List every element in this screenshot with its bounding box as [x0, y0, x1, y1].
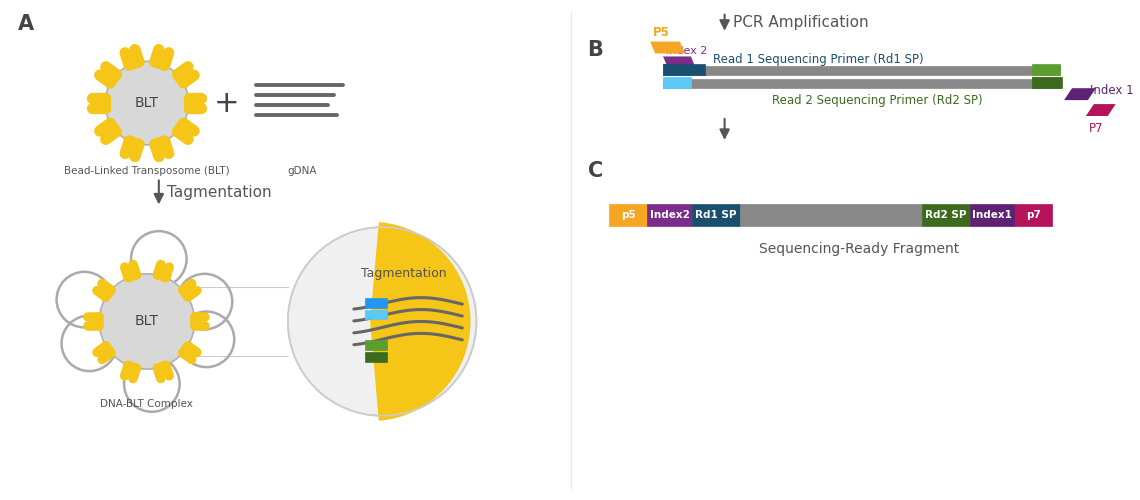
Text: Read 2 Sequencing Primer (Rd2 SP): Read 2 Sequencing Primer (Rd2 SP)	[772, 94, 983, 106]
Polygon shape	[650, 42, 685, 54]
Wedge shape	[370, 223, 470, 420]
Bar	[1015, 204, 1052, 226]
Bar	[365, 352, 386, 362]
Bar	[648, 204, 692, 226]
Text: PCR Amplification: PCR Amplification	[733, 15, 869, 30]
Circle shape	[288, 227, 477, 416]
Bar	[922, 204, 970, 226]
Bar	[365, 298, 386, 308]
Text: Index 2: Index 2	[666, 46, 708, 56]
Text: Read 1 Sequencing Primer (Rd1 SP): Read 1 Sequencing Primer (Rd1 SP)	[712, 53, 923, 66]
Polygon shape	[1064, 88, 1096, 100]
Bar	[1033, 78, 1060, 88]
Text: Rd2 SP: Rd2 SP	[926, 210, 967, 220]
Bar	[692, 204, 740, 226]
Text: A: A	[18, 14, 34, 34]
Text: DNA-BLT Complex: DNA-BLT Complex	[100, 399, 194, 409]
Text: p7: p7	[1026, 210, 1041, 220]
Text: Tagmentation: Tagmentation	[166, 185, 271, 200]
Text: Index1: Index1	[972, 210, 1012, 220]
Text: BLT: BLT	[135, 96, 158, 110]
Bar	[663, 80, 1060, 88]
Bar	[970, 204, 1015, 226]
Bar	[740, 204, 922, 226]
Text: Rd1 SP: Rd1 SP	[695, 210, 736, 220]
Bar	[1033, 64, 1060, 76]
Text: Tagmentation: Tagmentation	[361, 268, 447, 280]
Text: Sequencing-Ready Fragment: Sequencing-Ready Fragment	[759, 242, 960, 256]
Text: Index 1: Index 1	[1090, 84, 1133, 96]
Text: B: B	[587, 40, 603, 60]
Text: C: C	[587, 160, 603, 180]
Bar	[663, 78, 691, 88]
Text: P5: P5	[653, 26, 670, 38]
Circle shape	[99, 274, 195, 369]
Text: Index2: Index2	[650, 210, 690, 220]
Text: BLT: BLT	[135, 314, 158, 328]
Bar	[663, 66, 1060, 76]
Polygon shape	[1086, 104, 1116, 116]
Text: gDNA: gDNA	[287, 166, 317, 175]
Bar	[610, 204, 648, 226]
Bar	[365, 340, 386, 350]
Bar	[1033, 78, 1062, 88]
Bar	[365, 310, 386, 320]
Text: Bead-Linked Transposome (BLT): Bead-Linked Transposome (BLT)	[64, 166, 230, 175]
Circle shape	[105, 62, 188, 145]
Polygon shape	[663, 56, 695, 68]
Bar	[663, 64, 705, 76]
Bar	[663, 64, 691, 76]
Text: +: +	[213, 88, 239, 118]
Text: P7: P7	[1089, 122, 1104, 135]
Text: p5: p5	[621, 210, 636, 220]
